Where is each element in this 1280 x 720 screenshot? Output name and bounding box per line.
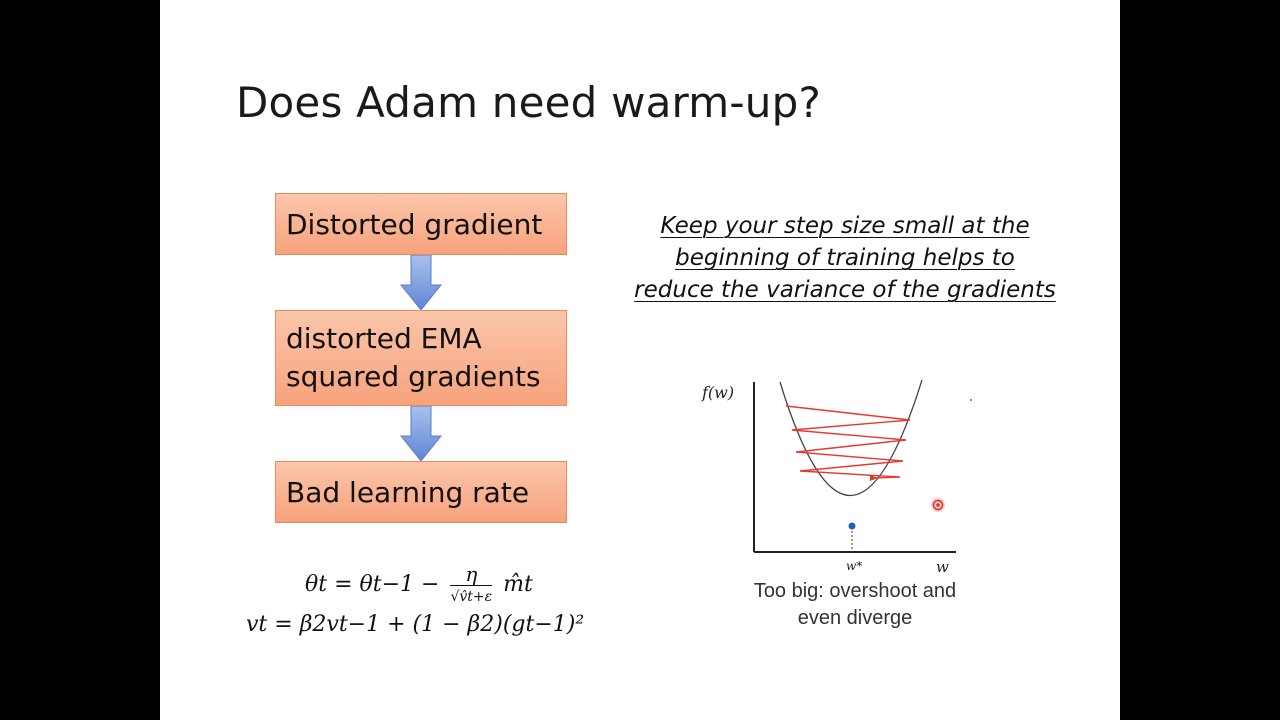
step-size-note: Keep your step size small at the beginni…	[620, 210, 1070, 306]
loss-curve	[779, 379, 923, 497]
stray-dot	[970, 399, 972, 401]
theta-numerator: η	[465, 562, 478, 586]
slide-title: Does Adam need warm-up?	[236, 78, 821, 127]
slide: Does Adam need warm-up? Distorted gradie…	[160, 0, 1120, 720]
down-arrow-icon	[400, 255, 442, 311]
note-line-3: reduce the variance of the gradients	[634, 277, 1056, 303]
overshoot-figure: f(w) w* w	[701, 379, 972, 576]
x-axis-label: w	[936, 558, 949, 576]
down-arrow-icon	[400, 406, 442, 462]
zigzag-arrowhead	[870, 475, 878, 481]
min-label: w*	[846, 559, 862, 573]
v-update-formula: vt = β2vt−1 + (1 − β2)(gt−1)²	[246, 612, 585, 637]
caption-line-2: even diverge	[797, 607, 913, 629]
theta-lhs: θt = θt−1 −	[305, 572, 440, 597]
flow-box-label-line1: distorted EMA	[286, 322, 482, 355]
flow-box-distorted-ema: distorted EMA squared gradients	[275, 310, 567, 406]
theta-fraction: η √v̂t+ε	[450, 562, 493, 606]
overshoot-zigzag	[785, 405, 911, 479]
theta-denominator: √v̂t+ε	[450, 585, 493, 606]
flow-box-label: Distorted gradient	[286, 207, 543, 241]
note-line-2: beginning of training helps to	[675, 245, 1015, 271]
flow-box-label: Bad learning rate	[286, 475, 530, 509]
note-line-1: Keep your step size small at the	[660, 213, 1030, 239]
laser-pointer-icon	[931, 498, 945, 512]
flow-box-bad-learning-rate: Bad learning rate	[275, 461, 567, 523]
minimum-point	[848, 522, 856, 530]
y-axis-label: f(w)	[701, 383, 734, 402]
figure-caption: Too big: overshoot and even diverge	[715, 578, 995, 632]
caption-line-1: Too big: overshoot and	[753, 580, 957, 602]
theta-update-formula: θt = θt−1 − η √v̂t+ε m̂t	[305, 563, 533, 606]
theta-rhs: m̂t	[503, 572, 533, 597]
flow-box-distorted-gradient: Distorted gradient	[275, 193, 567, 255]
flow-box-label-line2: squared gradients	[286, 360, 541, 393]
